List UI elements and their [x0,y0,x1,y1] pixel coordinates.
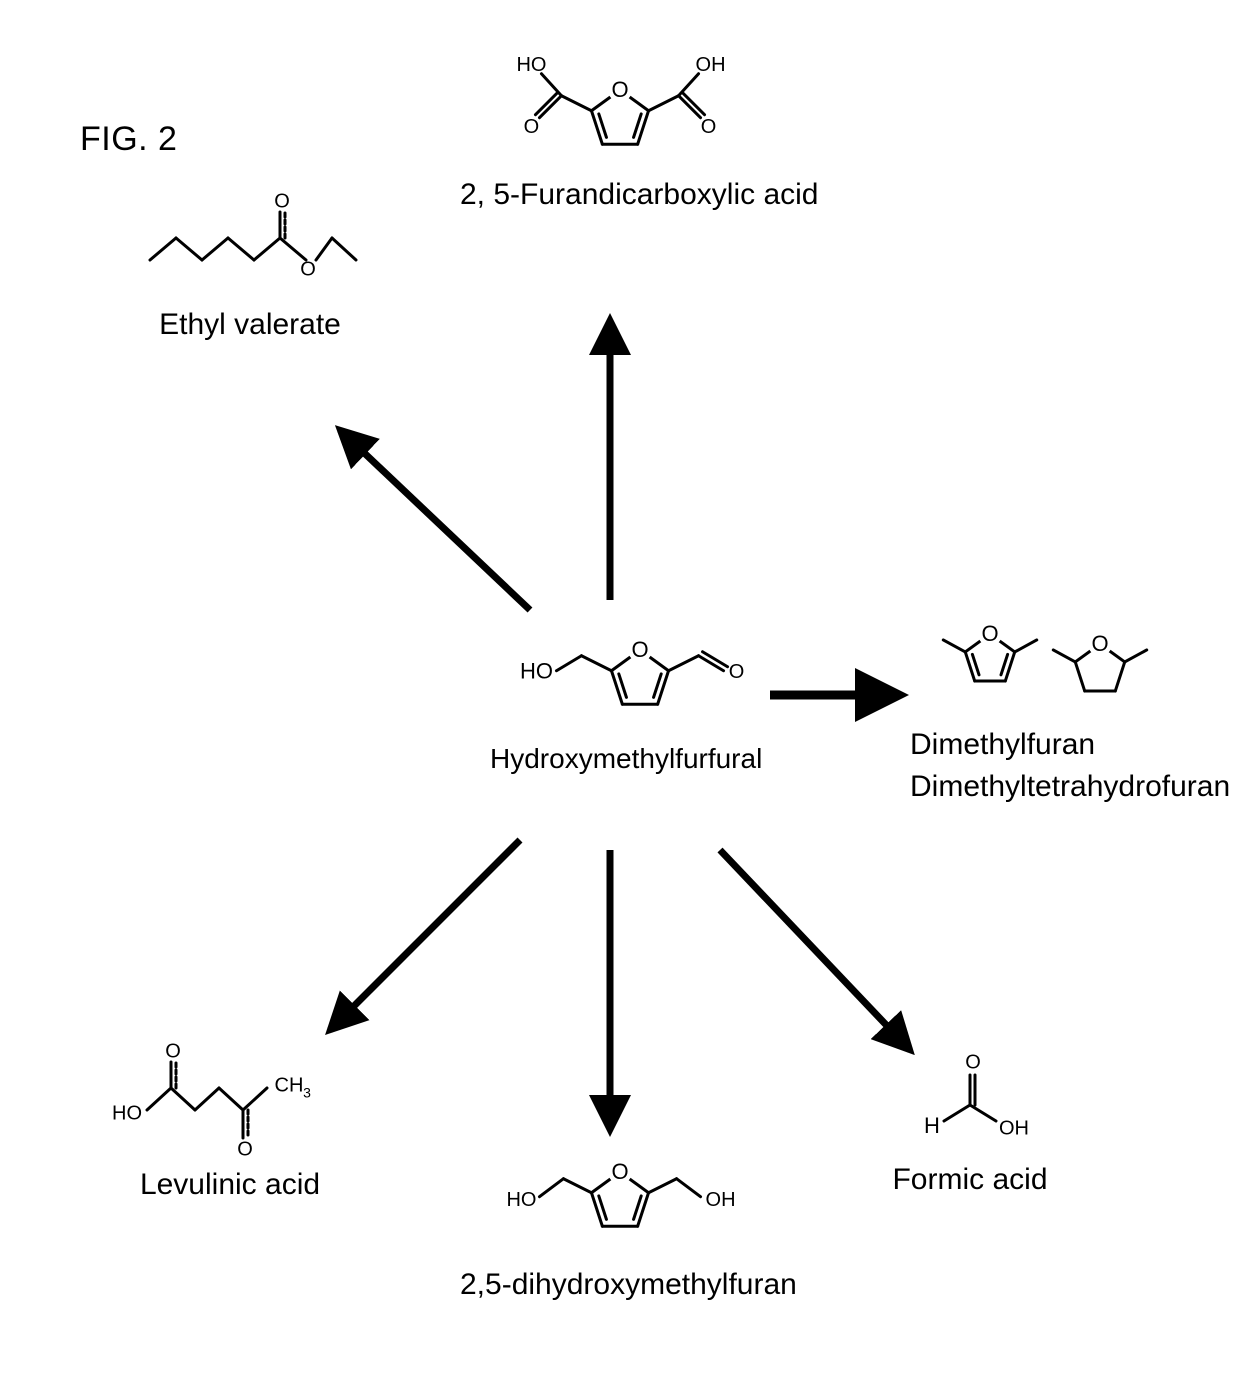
svg-text:O: O [701,116,717,138]
svg-text:OH: OH [696,54,726,76]
svg-text:3: 3 [303,1085,311,1101]
arrow-a-lev [330,840,520,1030]
compound-formic-acid: H O OH Formic acid [810,1035,1130,1197]
svg-text:OH: OH [999,1117,1029,1139]
svg-text:O: O [965,1051,981,1073]
svg-text:O: O [611,77,628,102]
svg-text:O: O [981,621,998,646]
center-compound: O HO O Hydroxymethylfurfural [490,615,750,775]
svg-text:O: O [274,190,290,212]
svg-text:O: O [237,1138,253,1160]
fdc-label: 2, 5-Furandicarboxylic acid [460,178,780,212]
svg-text:HO: HO [506,1189,536,1211]
arrow-a-ev [340,430,530,610]
svg-text:O: O [631,637,648,662]
svg-text:HO: HO [520,659,553,684]
dmf-label: Dimethylfuran [890,728,1210,762]
svg-text:HO: HO [516,54,546,76]
svg-text:H: H [924,1113,940,1138]
compound-ethyl-valerate: OO Ethyl valerate [90,190,410,342]
dhmf-label: 2,5-dihydroxymethylfuran [460,1268,780,1302]
svg-text:OH: OH [706,1189,736,1211]
svg-text:CH: CH [275,1074,304,1096]
formic-structure: H O OH [895,1035,1045,1155]
ev-label: Ethyl valerate [90,308,410,342]
fdc-structure: O O HO O OH [480,40,760,170]
dmthf-label: Dimethyltetrahydrofuran [890,770,1210,804]
svg-text:O: O [165,1040,181,1062]
dmf-structure: OO [920,600,1180,720]
ev-structure: OO [130,190,370,300]
compound-levulinic-acid: HO O O CH3 Levulinic acid [70,1030,390,1202]
svg-text:O: O [611,1159,628,1184]
lev-structure: HO O O CH3 [105,1030,355,1160]
figure-label: FIG. 2 [80,120,177,159]
center-label: Hydroxymethylfurfural [490,743,750,775]
svg-text:HO: HO [112,1102,142,1124]
svg-text:O: O [524,116,540,138]
compound-fdc: O O HO O OH 2, 5-Furandicarboxylic acid [460,40,780,212]
dhmf-structure: O HO OH [480,1130,760,1260]
compound-dimethylfuran: OO Dimethylfuran Dimethyltetrahydrofuran [890,600,1210,804]
arrow-a-formic [720,850,910,1050]
formic-label: Formic acid [810,1163,1130,1197]
hmf-structure: O HO O [490,615,750,735]
lev-label: Levulinic acid [70,1168,390,1202]
svg-text:O: O [300,258,316,280]
compound-dhmf: O HO OH 2,5-dihydroxymethylfuran [460,1130,780,1302]
svg-text:O: O [729,661,745,683]
svg-text:O: O [1091,631,1108,656]
